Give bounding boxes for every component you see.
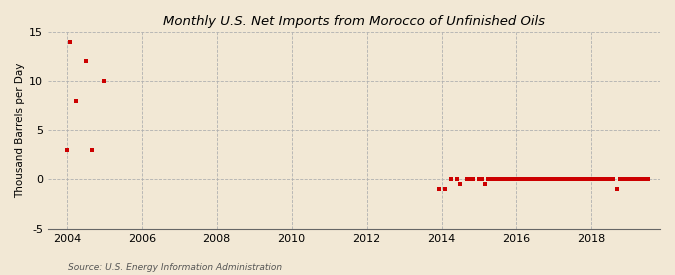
Point xyxy=(499,177,510,182)
Point xyxy=(486,177,497,182)
Point xyxy=(630,177,641,182)
Point xyxy=(545,177,556,182)
Point xyxy=(639,177,650,182)
Point xyxy=(542,177,553,182)
Point xyxy=(526,177,537,182)
Point xyxy=(574,177,585,182)
Point xyxy=(464,177,475,182)
Point xyxy=(549,177,560,182)
Point xyxy=(514,177,525,182)
Point xyxy=(505,177,516,182)
Point xyxy=(624,177,634,182)
Point xyxy=(611,187,622,191)
Point xyxy=(633,177,644,182)
Point xyxy=(586,177,597,182)
Point xyxy=(467,177,478,182)
Point xyxy=(539,177,550,182)
Point xyxy=(601,177,612,182)
Point xyxy=(495,177,506,182)
Point xyxy=(86,148,97,152)
Point xyxy=(439,187,450,191)
Point xyxy=(446,177,456,182)
Point xyxy=(561,177,572,182)
Point xyxy=(605,177,616,182)
Point xyxy=(477,177,487,182)
Point xyxy=(452,177,462,182)
Point xyxy=(589,177,600,182)
Point xyxy=(555,177,566,182)
Point xyxy=(520,177,531,182)
Point xyxy=(492,177,503,182)
Point xyxy=(489,177,500,182)
Point xyxy=(567,177,578,182)
Point xyxy=(598,177,609,182)
Point xyxy=(570,177,581,182)
Point xyxy=(433,187,444,191)
Point xyxy=(530,177,541,182)
Point xyxy=(580,177,591,182)
Point xyxy=(536,177,547,182)
Point xyxy=(620,177,631,182)
Point xyxy=(461,177,472,182)
Point xyxy=(636,177,647,182)
Point xyxy=(551,177,562,182)
Point xyxy=(80,59,91,64)
Point xyxy=(71,98,82,103)
Point xyxy=(99,79,109,83)
Title: Monthly U.S. Net Imports from Morocco of Unfinished Oils: Monthly U.S. Net Imports from Morocco of… xyxy=(163,15,545,28)
Point xyxy=(518,177,529,182)
Point xyxy=(508,177,519,182)
Point xyxy=(595,177,606,182)
Point xyxy=(61,148,72,152)
Text: Source: U.S. Energy Information Administration: Source: U.S. Energy Information Administ… xyxy=(68,263,281,272)
Point xyxy=(614,177,625,182)
Point xyxy=(593,177,603,182)
Point xyxy=(502,177,512,182)
Point xyxy=(576,177,587,182)
Point xyxy=(64,40,75,44)
Point xyxy=(455,182,466,186)
Point xyxy=(558,177,569,182)
Point xyxy=(511,177,522,182)
Point xyxy=(564,177,575,182)
Point xyxy=(583,177,594,182)
Point xyxy=(642,177,653,182)
Point xyxy=(523,177,534,182)
Point xyxy=(617,177,628,182)
Point xyxy=(474,177,485,182)
Point xyxy=(608,177,618,182)
Point xyxy=(626,177,637,182)
Point xyxy=(480,182,491,186)
Point xyxy=(483,177,494,182)
Point xyxy=(533,177,543,182)
Y-axis label: Thousand Barrels per Day: Thousand Barrels per Day xyxy=(15,63,25,198)
